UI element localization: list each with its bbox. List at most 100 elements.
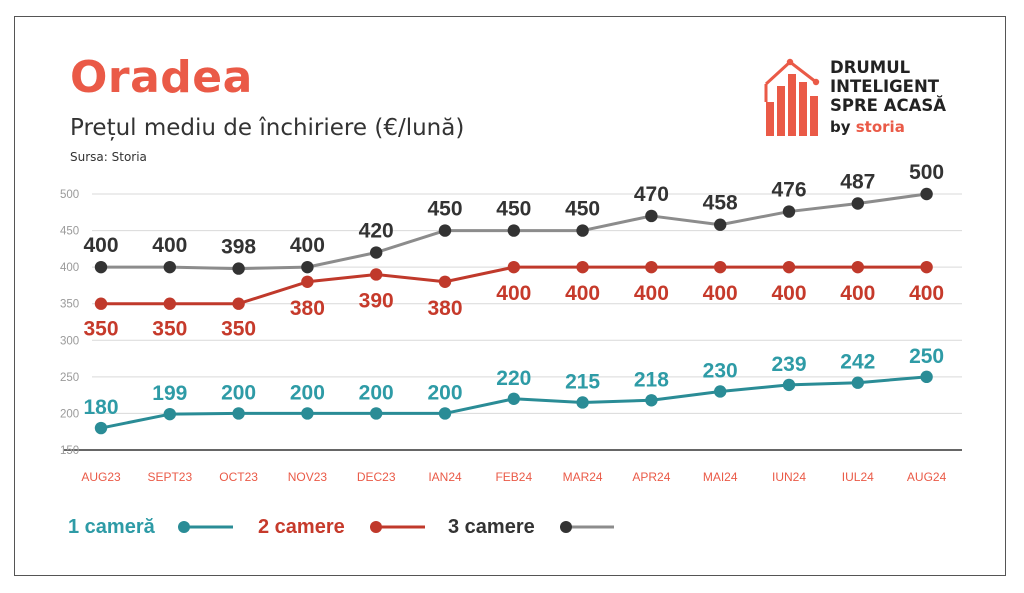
data-label: 242 [840,351,875,374]
data-point [507,260,520,274]
chart-series: 400 400 398 400 420 450 450 450 470 458 476 487 500 3… [83,161,944,435]
x-tick-label: OCT23 [219,470,258,484]
data-point [714,218,727,231]
x-tick-label: IAN24 [428,470,462,484]
x-tick-label: AUG23 [81,470,121,484]
data-point [782,205,796,218]
series-2: 350 350 350 380 390 380 400 400 400 400 400 400 400 [83,260,944,341]
legend-marker [560,521,572,533]
data-point [94,421,108,435]
x-tick-label: MAI24 [703,470,738,484]
data-label: 476 [771,179,806,202]
data-point [851,197,864,210]
data-label: 400 [496,282,531,305]
data-point [576,396,589,409]
data-point [920,187,933,201]
data-point [163,407,176,421]
data-point [301,407,314,420]
y-tick-label: 350 [60,299,79,311]
data-label: 350 [152,318,187,341]
data-point [232,407,245,420]
data-label: 470 [634,183,669,206]
logo-by-text: by [830,118,851,136]
data-point [645,394,658,407]
data-point [576,260,589,274]
data-label: 400 [840,282,875,305]
legend-label: 2 camere [258,516,345,538]
data-label: 350 [221,318,256,341]
data-point [714,385,727,398]
x-axis-ticks: AUG23 SEPT23 OCT23 NOV23 DEC23 IAN24 FEB24 MAR2… [81,470,946,484]
data-label: 450 [565,198,600,221]
legend-label: 3 camere [448,516,535,538]
data-label: 239 [771,353,806,376]
logo: DRUMUL INTELIGENT SPRE ACASĂ by storia [760,56,970,140]
data-label: 350 [83,318,118,341]
series-3: 400 400 398 400 420 450 450 450 470 458 476 487 500 [83,161,944,275]
data-point [94,297,108,310]
source-note: Sursa: Storia [70,150,147,164]
data-label: 390 [359,289,394,312]
y-axis-ticks: 150 200 250 300 350 400 450 500 [60,189,79,457]
data-point [370,407,383,420]
data-label: 200 [427,381,462,404]
data-label: 400 [909,282,944,305]
data-point [645,209,658,223]
legend-marker [178,521,190,533]
data-point [370,268,383,281]
data-point [851,376,864,389]
data-point [782,260,796,274]
logo-brand: storia [855,118,905,136]
data-point [438,407,452,420]
data-point [370,246,383,259]
data-label: 400 [290,234,325,257]
data-label: 450 [427,198,462,221]
data-point [163,260,176,274]
data-label: 380 [427,297,462,320]
data-point [232,262,245,275]
legend-marker [370,521,382,533]
x-tick-label: NOV23 [288,470,328,484]
chart-legend: 1 cameră 2 camere 3 camere [68,516,614,538]
data-point [576,224,589,237]
data-point [645,260,658,274]
legend-label: 1 cameră [68,516,156,538]
data-label: 220 [496,367,531,390]
data-label: 487 [840,171,875,194]
y-tick-label: 250 [60,372,79,384]
data-label: 500 [909,161,944,184]
logo-wordmark: DRUMUL INTELIGENT SPRE ACASĂ [830,58,946,115]
data-label: 400 [771,282,806,305]
data-point [438,275,452,288]
data-point [714,260,727,274]
data-point [920,260,933,274]
house-bars-icon [764,58,820,136]
x-tick-label: DEC23 [357,470,396,484]
y-tick-label: 500 [60,189,79,201]
logo-line-1: DRUMUL [830,58,911,77]
data-point [94,260,108,274]
legend-item-3: 3 camere [448,516,614,538]
y-tick-label: 150 [60,445,79,457]
x-tick-label: FEB24 [495,470,532,484]
data-label: 199 [152,382,187,405]
logo-byline: by storia [830,118,905,136]
data-label: 450 [496,198,531,221]
data-point [851,260,864,274]
data-label: 230 [703,359,738,382]
logo-line-3: SPRE ACASĂ [830,96,946,115]
data-point [782,378,796,392]
data-label: 400 [83,234,118,257]
data-point [232,297,245,310]
data-label: 218 [634,368,669,391]
y-tick-label: 200 [60,408,79,420]
data-label: 215 [565,370,600,393]
x-tick-label: MAR24 [563,470,603,484]
legend-item-1: 1 cameră [68,516,233,538]
chart-frame [14,16,1006,576]
y-tick-label: 450 [60,226,79,238]
page-title: Oradea [70,52,253,103]
x-tick-label: AUG24 [907,470,947,484]
x-tick-label: IUL24 [842,470,874,484]
data-point [163,297,176,310]
